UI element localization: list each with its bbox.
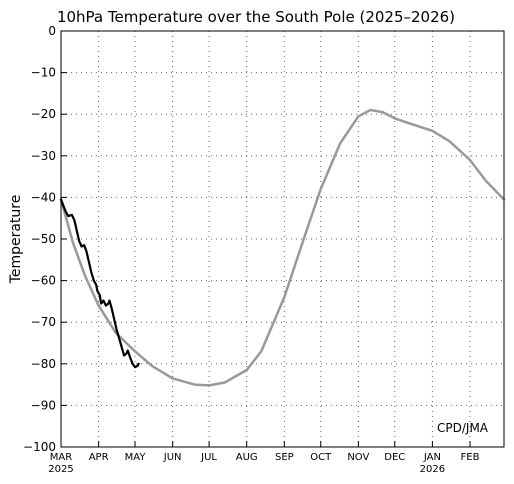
x-year-label: 2025 bbox=[48, 464, 73, 475]
x-tick-label: JUN bbox=[163, 452, 182, 463]
x-tick-label: MAY bbox=[125, 452, 147, 463]
y-tick-label: −30 bbox=[31, 149, 56, 163]
plot-frame bbox=[60, 30, 505, 448]
climatology-line bbox=[59, 108, 506, 387]
credit-label: CPD/JMA bbox=[437, 421, 489, 435]
chart-title: 10hPa Temperature over the South Pole (2… bbox=[57, 8, 455, 26]
x-tick-label: FEB bbox=[461, 452, 480, 463]
y-tick-label: −90 bbox=[31, 398, 56, 412]
x-tick-label: NOV bbox=[347, 452, 369, 463]
x-tick-label: JUL bbox=[200, 452, 217, 463]
series-lines bbox=[59, 108, 506, 387]
grid-lines bbox=[61, 31, 504, 447]
y-axis-label: Temperature bbox=[8, 195, 24, 285]
y-tick-label: −40 bbox=[31, 190, 56, 204]
x-tick-label: SEP bbox=[275, 452, 294, 463]
y-tick-label: −100 bbox=[23, 440, 56, 454]
x-year-label: 2026 bbox=[420, 464, 445, 475]
y-tick-label: −80 bbox=[31, 357, 56, 371]
y-tick-label: −60 bbox=[31, 274, 56, 288]
y-tick-label: −70 bbox=[31, 315, 56, 329]
axis-ticks bbox=[60, 30, 471, 448]
x-tick-label: DEC bbox=[384, 452, 405, 463]
observed-line bbox=[59, 198, 140, 369]
x-tick-label: AUG bbox=[236, 452, 258, 463]
x-tick-label: APR bbox=[89, 452, 109, 463]
y-tick-label: −10 bbox=[31, 66, 56, 80]
y-tick-label: 0 bbox=[48, 24, 56, 38]
y-tick-label: −20 bbox=[31, 107, 56, 121]
x-tick-label: OCT bbox=[310, 452, 332, 463]
x-tick-label: JAN bbox=[423, 452, 441, 463]
x-tick-label: MAR bbox=[50, 452, 72, 463]
y-tick-label: −50 bbox=[31, 232, 56, 246]
y-tick-labels: 0 −10 −20 −30 −40 −50 −60 −70 −80 −90 −100 bbox=[23, 24, 56, 454]
